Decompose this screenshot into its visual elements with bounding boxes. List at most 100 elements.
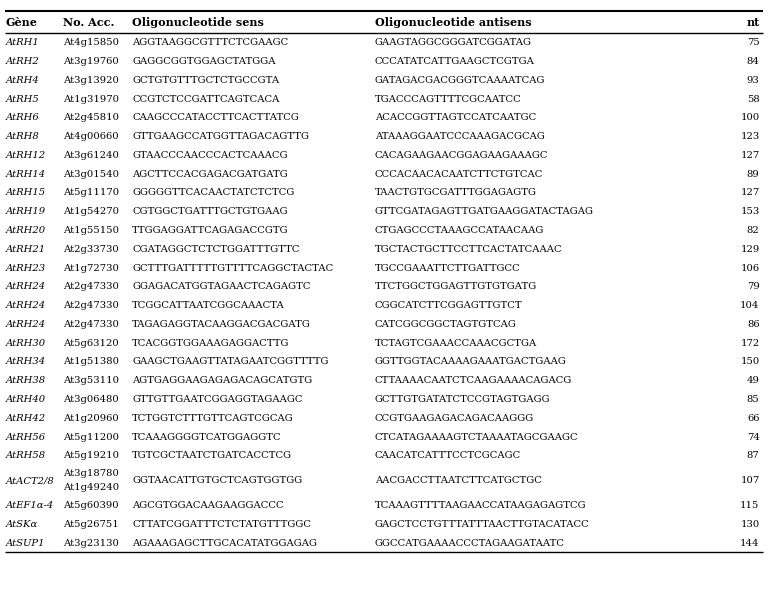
Text: AtRH20: AtRH20 [5,226,45,235]
Text: CTCATAGAAAAGTCTAAAATAGCGAAGC: CTCATAGAAAAGTCTAAAATAGCGAAGC [375,433,578,442]
Text: TCTAGTCGAAACCAAACGCTGA: TCTAGTCGAAACCAAACGCTGA [375,339,537,347]
Text: 104: 104 [740,301,760,310]
Text: CTGAGCCCTAAAGCCATAACAAG: CTGAGCCCTAAAGCCATAACAAG [375,226,545,235]
Text: AtRH40: AtRH40 [5,395,45,404]
Text: GTTGAAGCCATGGTTAGACAGTTG: GTTGAAGCCATGGTTAGACAGTTG [132,132,309,141]
Text: At5g63120: At5g63120 [63,339,119,347]
Text: GGTTGGTACAAAAGAAATGACTGAAG: GGTTGGTACAAAAGAAATGACTGAAG [375,358,567,367]
Text: AtRH34: AtRH34 [5,358,45,367]
Text: 153: 153 [740,207,760,216]
Text: GTAACCCAACCCACTCAAACG: GTAACCCAACCCACTCAAACG [132,151,288,160]
Text: AtRH12: AtRH12 [5,151,45,160]
Text: Oligonucleotide sens: Oligonucleotide sens [132,17,264,28]
Text: 93: 93 [746,76,760,85]
Text: At1g72730: At1g72730 [63,263,119,272]
Text: 86: 86 [747,320,760,329]
Text: AtRH14: AtRH14 [5,170,45,179]
Text: 49: 49 [746,376,760,385]
Text: At1g20960: At1g20960 [63,414,119,423]
Text: TCAAAGGGGTCATGGAGGTC: TCAAAGGGGTCATGGAGGTC [132,433,282,442]
Text: AGCGTGGACAAGAAGGACCC: AGCGTGGACAAGAAGGACCC [132,501,283,510]
Text: 106: 106 [740,263,760,272]
Text: TCTGGTCTTTGTTCAGTCGCAG: TCTGGTCTTTGTTCAGTCGCAG [132,414,294,423]
Text: 84: 84 [746,57,760,66]
Text: At3g61240: At3g61240 [63,151,119,160]
Text: nt: nt [746,17,760,28]
Text: TGTCGCTAATCTGATCACCTCG: TGTCGCTAATCTGATCACCTCG [132,451,292,460]
Text: At1g51380: At1g51380 [63,358,119,367]
Text: AtEF1α-4: AtEF1α-4 [5,501,54,510]
Text: At1g55150: At1g55150 [63,226,119,235]
Text: 79: 79 [746,283,760,291]
Text: AtRH5: AtRH5 [5,95,39,104]
Text: 144: 144 [740,539,760,548]
Text: At4g00660: At4g00660 [63,132,118,141]
Text: CCCACAACACAATCTTCTGTCAC: CCCACAACACAATCTTCTGTCAC [375,170,543,179]
Text: GGGGGTTCACAACTATCTCTCG: GGGGGTTCACAACTATCTCTCG [132,188,294,197]
Text: AtRH2: AtRH2 [5,57,39,66]
Text: CTTATCGGATTTCTCTATGTTTGGC: CTTATCGGATTTCTCTATGTTTGGC [132,520,311,529]
Text: At2g47330: At2g47330 [63,301,119,310]
Text: CGTGGCTGATTTGCTGTGAAG: CGTGGCTGATTTGCTGTGAAG [132,207,288,216]
Text: GGTAACATTGTGCTCAGTGGTGG: GGTAACATTGTGCTCAGTGGTGG [132,476,303,485]
Text: 82: 82 [746,226,760,235]
Text: CGATAGGCTCTCTGGATTTGTTC: CGATAGGCTCTCTGGATTTGTTC [132,245,300,254]
Text: TCACGGTGGAAAGAGGACTTG: TCACGGTGGAAAGAGGACTTG [132,339,290,347]
Text: AtRH8: AtRH8 [5,132,39,141]
Text: AtRH58: AtRH58 [5,451,45,460]
Text: No. Acc.: No. Acc. [63,17,114,28]
Text: AtRH24: AtRH24 [5,320,45,329]
Text: CTTAAAACAATCTCAAGAAAACAGACG: CTTAAAACAATCTCAAGAAAACAGACG [375,376,572,385]
Text: AtRH6: AtRH6 [5,113,39,122]
Text: AtACT2/8: AtACT2/8 [5,476,54,485]
Text: At1g54270: At1g54270 [63,207,119,216]
Text: GCTTGTGATATCTCCGTAGTGAGG: GCTTGTGATATCTCCGTAGTGAGG [375,395,551,404]
Text: CCCATATCATTGAAGCTCGTGA: CCCATATCATTGAAGCTCGTGA [375,57,535,66]
Text: At2g45810: At2g45810 [63,113,119,122]
Text: TCGGCATTAATCGGCAAACTA: TCGGCATTAATCGGCAAACTA [132,301,285,310]
Text: AtRH19: AtRH19 [5,207,45,216]
Text: ACACCGGTTAGTCCATCAATGC: ACACCGGTTAGTCCATCAATGC [375,113,536,122]
Text: AtRH15: AtRH15 [5,188,45,197]
Text: GCTGTGTTTGCTCTGCCGTA: GCTGTGTTTGCTCTGCCGTA [132,76,280,85]
Text: TTCTGGCTGGAGTTGTGTGATG: TTCTGGCTGGAGTTGTGTGATG [375,283,537,291]
Text: 129: 129 [740,245,760,254]
Text: TGCCGAAATTCTTGATTGCC: TGCCGAAATTCTTGATTGCC [375,263,521,272]
Text: 123: 123 [740,132,760,141]
Text: At3g18780: At3g18780 [63,469,119,478]
Text: 150: 150 [740,358,760,367]
Text: 87: 87 [746,451,760,460]
Text: At3g19760: At3g19760 [63,57,119,66]
Text: AtRH30: AtRH30 [5,339,45,347]
Text: AtSUP1: AtSUP1 [5,539,45,548]
Text: At2g47330: At2g47330 [63,283,119,291]
Text: GATAGACGACGGGTCAAAATCAG: GATAGACGACGGGTCAAAATCAG [375,76,545,85]
Text: At3g01540: At3g01540 [63,170,119,179]
Text: 127: 127 [740,151,760,160]
Text: AtRH42: AtRH42 [5,414,45,423]
Text: TAACTGTGCGATTTGGAGAGTG: TAACTGTGCGATTTGGAGAGTG [375,188,537,197]
Text: TAGAGAGGTACAAGGACGACGATG: TAGAGAGGTACAAGGACGACGATG [132,320,311,329]
Text: AGAAAGAGCTTGCACATATGGAGAG: AGAAAGAGCTTGCACATATGGAGAG [132,539,317,548]
Text: 107: 107 [740,476,760,485]
Text: 66: 66 [747,414,760,423]
Text: CAAGCCCATACCTTCACTTATCG: CAAGCCCATACCTTCACTTATCG [132,113,299,122]
Text: At4g15850: At4g15850 [63,38,119,47]
Text: TGCTACTGCTTCCTTCACTATCAAAC: TGCTACTGCTTCCTTCACTATCAAAC [375,245,562,254]
Text: GAAGCTGAAGTTATAGAATCGGTTTTG: GAAGCTGAAGTTATAGAATCGGTTTTG [132,358,329,367]
Text: AGGTAAGGCGTTTCTCGAAGC: AGGTAAGGCGTTTCTCGAAGC [132,38,288,47]
Text: At1g31970: At1g31970 [63,95,119,104]
Text: At5g11170: At5g11170 [63,188,119,197]
Text: AGCTTCCACGAGACGATGATG: AGCTTCCACGAGACGATGATG [132,170,288,179]
Text: CATCGGCGGCTAGTGTCAG: CATCGGCGGCTAGTGTCAG [375,320,517,329]
Text: At5g60390: At5g60390 [63,501,118,510]
Text: At3g06480: At3g06480 [63,395,119,404]
Text: AtRH24: AtRH24 [5,283,45,291]
Text: 100: 100 [740,113,760,122]
Text: GGAGACATGGTAGAACTCAGAGTC: GGAGACATGGTAGAACTCAGAGTC [132,283,310,291]
Text: CCGTGAAGAGACAGACAAGGG: CCGTGAAGAGACAGACAAGGG [375,414,534,423]
Text: GAGGCGGTGGAGCTATGGA: GAGGCGGTGGAGCTATGGA [132,57,276,66]
Text: AtRH4: AtRH4 [5,76,39,85]
Text: CAACATCATTTCCTCGCAGC: CAACATCATTTCCTCGCAGC [375,451,521,460]
Text: Gène: Gène [5,17,38,28]
